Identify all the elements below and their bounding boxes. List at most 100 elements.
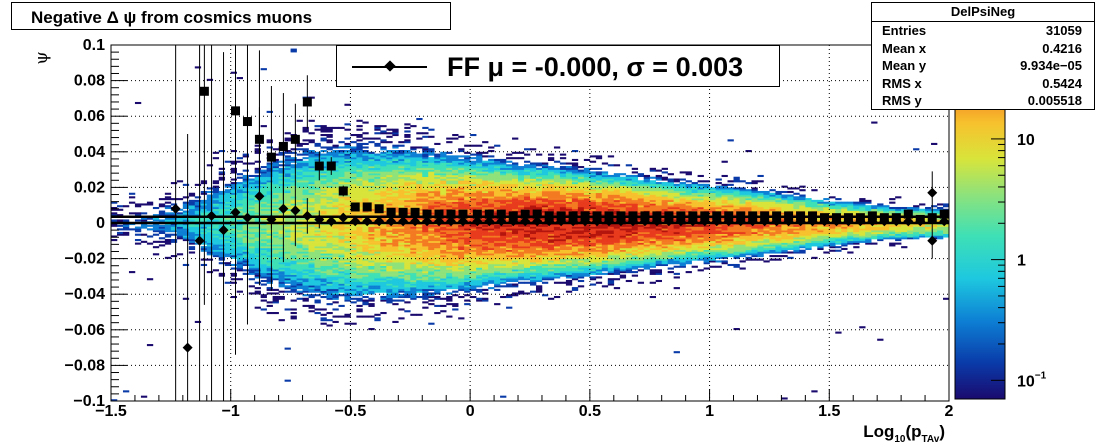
heat-cell	[362, 210, 369, 213]
heat-cell	[559, 258, 567, 261]
heat-cell	[266, 201, 273, 204]
heat-cell	[518, 231, 525, 234]
heat-cell	[452, 160, 459, 163]
heat-cell	[530, 183, 537, 186]
heat-cell	[344, 167, 351, 170]
heat-cell	[362, 255, 369, 258]
heat-cell	[541, 166, 549, 169]
heat-cell	[284, 246, 291, 249]
heat-cell	[344, 278, 351, 281]
heat-cell	[416, 251, 423, 254]
heat-cell	[565, 274, 573, 277]
heat-cell	[278, 167, 285, 170]
heat-cell	[374, 237, 381, 240]
heat-cell	[524, 281, 531, 284]
heat-cell	[518, 157, 525, 160]
heat-cell	[254, 230, 261, 233]
heat-cell	[404, 198, 411, 201]
heat-cell	[206, 203, 214, 206]
heat-cell	[392, 237, 399, 240]
heat-cell	[452, 263, 459, 267]
heat-cell	[416, 219, 423, 222]
heat-cell	[374, 189, 381, 192]
heat-cell	[404, 224, 411, 227]
heat-cell	[314, 258, 321, 261]
heat-cell	[482, 194, 489, 197]
heat-cell	[152, 217, 160, 220]
heat-cell	[482, 183, 489, 186]
heat-cell	[320, 155, 327, 158]
heat-cell	[398, 183, 405, 186]
heat-cell	[422, 176, 429, 179]
heat-cell	[320, 319, 327, 322]
heat-cell	[428, 262, 435, 265]
heat-cell	[374, 279, 381, 283]
heat-cell	[290, 185, 297, 188]
heat-cell	[434, 192, 441, 195]
heat-cell	[553, 203, 561, 206]
heat-cell	[296, 224, 303, 227]
heat-cell	[320, 228, 327, 231]
heat-cell	[212, 231, 220, 234]
heat-cell	[434, 244, 441, 247]
heat-cell	[206, 251, 214, 254]
heat-cell	[254, 151, 261, 154]
heat-cell	[344, 226, 351, 229]
heat-cell	[500, 198, 507, 201]
heat-cell	[272, 312, 279, 315]
heat-cell	[362, 214, 369, 217]
heat-cell	[470, 256, 477, 259]
heat-cell	[356, 237, 363, 240]
heat-cell	[512, 201, 519, 204]
heat-cell	[350, 224, 357, 227]
heat-cell	[266, 231, 273, 234]
heat-cell	[530, 231, 537, 234]
heat-cell	[278, 224, 285, 227]
heat-cell	[434, 262, 441, 265]
heat-cell	[392, 153, 399, 156]
heat-cell	[326, 158, 333, 161]
heat-cell	[464, 190, 471, 194]
heat-cell	[386, 247, 393, 250]
heat-cell	[344, 287, 351, 290]
heat-cell	[398, 294, 405, 297]
heat-cell	[326, 146, 333, 149]
heat-cell	[320, 233, 327, 236]
heat-cell	[553, 256, 561, 259]
heat-cell	[356, 290, 363, 293]
heat-cell	[332, 210, 339, 213]
heat-cell	[290, 219, 297, 222]
heat-cell	[398, 162, 405, 165]
heat-cell	[248, 230, 255, 233]
heat-cell	[410, 146, 417, 149]
heat-cell	[440, 206, 447, 210]
heat-cell	[446, 276, 453, 279]
heat-cell	[559, 166, 567, 169]
heat-cell	[398, 279, 405, 283]
heat-cell	[506, 285, 513, 288]
heat-cell	[368, 292, 375, 295]
heat-cell	[111, 239, 118, 242]
heat-cell	[392, 198, 399, 201]
heat-cell	[368, 160, 375, 163]
heat-cell	[320, 290, 327, 293]
heat-cell	[547, 237, 555, 240]
heat-cell	[290, 237, 297, 240]
heat-cell	[278, 290, 285, 293]
heat-cell	[182, 196, 190, 199]
heat-cell	[547, 265, 555, 268]
heat-cell	[482, 242, 489, 245]
heat-cell	[254, 210, 261, 213]
heat-cell	[278, 247, 285, 250]
heat-cell	[374, 226, 381, 229]
heat-cell	[386, 167, 393, 170]
heat-cell	[535, 224, 543, 227]
heat-cell	[482, 247, 489, 250]
heat-cell	[434, 287, 441, 290]
heat-cell	[314, 144, 321, 147]
heat-cell	[254, 176, 261, 179]
heat-cell	[440, 304, 447, 307]
heat-cell	[452, 219, 459, 222]
heat-cell	[260, 274, 267, 277]
heat-cell	[314, 235, 321, 238]
